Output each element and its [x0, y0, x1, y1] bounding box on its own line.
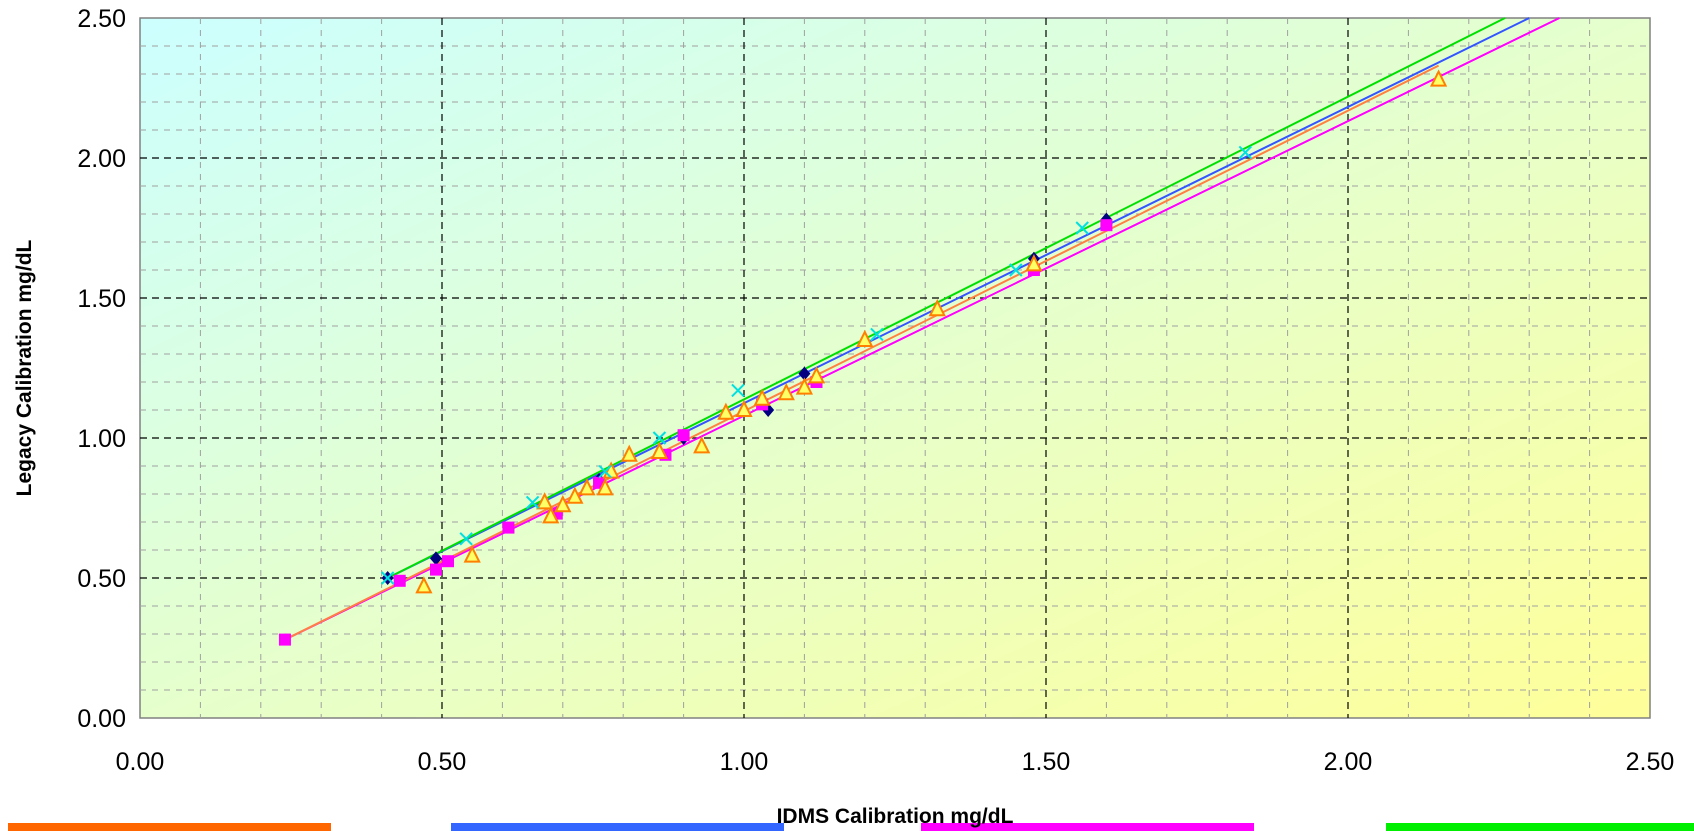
y-tick-label: 1.00	[77, 425, 126, 453]
data-point-square	[502, 521, 515, 534]
minor-gridlines	[140, 18, 1650, 718]
x-tick-label: 0.00	[116, 748, 165, 776]
data-points	[278, 69, 1448, 646]
data-point-square	[429, 563, 442, 576]
data-point-x	[652, 431, 667, 445]
data-point-triangle	[717, 402, 735, 420]
legend-box	[1386, 823, 1694, 831]
data-point-triangle	[542, 506, 560, 524]
data-point-triangle	[596, 478, 614, 496]
major-gridlines	[140, 18, 1650, 718]
data-point-x	[598, 464, 612, 479]
data-point-triangle	[650, 441, 669, 459]
trend-lines	[284, 17, 1560, 641]
trend-line	[387, 17, 1506, 579]
data-point-diamond	[429, 551, 442, 566]
data-point-x	[870, 327, 884, 342]
x-tick-label: 2.00	[1324, 748, 1373, 776]
data-point-triangle	[463, 545, 481, 563]
data-point-square	[278, 633, 291, 646]
data-point-x	[380, 571, 395, 585]
plot-area	[139, 17, 1651, 719]
y-tick-label: 2.00	[77, 145, 126, 173]
data-point-triangle	[693, 436, 711, 454]
data-point-square	[1100, 219, 1113, 232]
data-point-x	[731, 383, 745, 398]
data-point-triangle	[620, 444, 638, 462]
data-point-triangle	[554, 494, 572, 513]
x-tick-label: 1.00	[720, 748, 769, 776]
data-point-triangle	[753, 388, 771, 406]
data-point-triangle	[578, 478, 596, 496]
legend	[8, 823, 1694, 831]
y-tick-label: 2.50	[77, 5, 126, 33]
x-axis-title: IDMS Calibration mg/dL	[777, 805, 1014, 828]
data-point-x	[525, 495, 540, 510]
data-point-triangle	[735, 399, 753, 417]
data-point-x	[1238, 145, 1253, 160]
x-tick-label: 2.50	[1626, 748, 1675, 776]
trend-line	[284, 64, 1440, 641]
data-point-x	[459, 532, 473, 546]
y-tick-label: 0.00	[77, 705, 126, 733]
y-tick-label: 1.50	[77, 285, 126, 313]
data-point-square	[677, 429, 690, 442]
data-point-triangle	[1429, 69, 1448, 87]
y-axis-title: Legacy Calibration mg/dL	[13, 239, 36, 496]
legend-box	[451, 823, 784, 831]
data-point-triangle	[1025, 254, 1043, 272]
data-point-x	[1009, 263, 1023, 277]
data-point-triangle	[807, 366, 826, 384]
x-tick-label: 1.50	[1022, 748, 1071, 776]
data-point-square	[550, 507, 563, 520]
legend-box	[921, 823, 1254, 831]
y-tick-labels: 0.00 0.50 1.00 1.50 2.00 2.50	[77, 5, 126, 733]
data-point-triangle	[928, 298, 946, 317]
x-tick-label: 0.50	[418, 748, 467, 776]
legend-box	[8, 823, 331, 831]
data-point-triangle	[777, 382, 795, 401]
data-point-triangle	[856, 329, 874, 347]
data-point-triangle	[536, 492, 554, 510]
y-tick-label: 0.50	[77, 565, 126, 593]
data-point-triangle	[566, 486, 584, 504]
x-tick-labels: 0.00 0.50 1.00 1.50 2.00 2.50	[116, 748, 1675, 776]
data-point-square	[393, 574, 406, 587]
trend-line	[284, 17, 1560, 641]
data-point-square	[442, 555, 455, 568]
data-point-triangle	[795, 377, 814, 395]
trend-line	[387, 17, 1530, 579]
data-point-x	[1075, 221, 1089, 235]
data-point-diamond	[798, 366, 811, 381]
data-point-triangle	[415, 576, 433, 594]
